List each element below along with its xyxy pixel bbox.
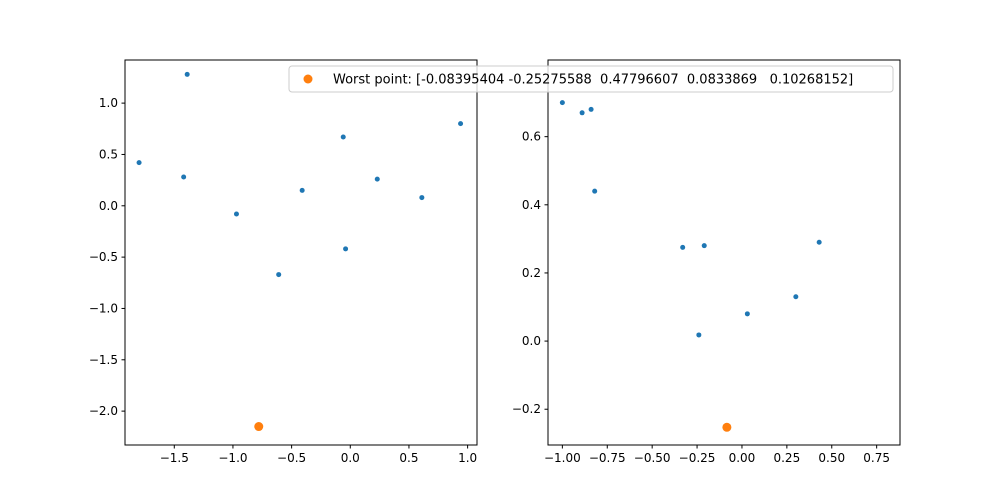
worst-point: [254, 422, 264, 432]
data-point: [579, 110, 585, 116]
x-tick-label: 0.75: [863, 451, 890, 465]
x-tick-label: −1.5: [160, 451, 189, 465]
data-point: [816, 239, 822, 245]
y-tick-label: 0.5: [99, 147, 118, 161]
data-point: [343, 246, 349, 252]
data-point: [276, 272, 282, 278]
y-tick-label: 0.0: [99, 199, 118, 213]
x-tick-label: −0.5: [277, 451, 306, 465]
x-tick-label: 0.0: [341, 451, 360, 465]
x-tick-label: 1.0: [458, 451, 477, 465]
y-tick-label: −0.5: [89, 250, 118, 264]
x-tick-label: −1.00: [544, 451, 581, 465]
legend-label-worst-point: Worst point: [-0.08395404 -0.25275588 0.…: [333, 73, 853, 88]
y-tick-label: 0.2: [522, 266, 541, 280]
data-point: [233, 211, 239, 217]
data-point: [680, 244, 686, 250]
axes-frame: [124, 59, 478, 446]
x-tick-label: −0.75: [589, 451, 626, 465]
worst-point: [722, 422, 732, 432]
data-point: [592, 188, 598, 194]
data-point: [419, 195, 425, 201]
y-tick-label: −1.5: [89, 353, 118, 367]
axes-frame: [547, 59, 901, 446]
legend-marker-worst-point: [303, 74, 313, 84]
left-subplot: −1.5 −1.0 −0.5 0.0 0.5 1.0 −2.0 −1.5 −1.0 −0.5 0.0…: [89, 59, 478, 465]
data-point: [299, 187, 305, 193]
data-point: [744, 311, 750, 317]
y-tick-label: 0.4: [522, 198, 541, 212]
y-tick-label: 0.0: [522, 334, 541, 348]
x-tick-label: −0.25: [679, 451, 716, 465]
x-tick-label: −1.0: [218, 451, 247, 465]
data-point: [184, 71, 190, 77]
x-tick-label: −0.50: [634, 451, 671, 465]
data-point: [374, 176, 380, 182]
y-tick-label: −0.2: [512, 402, 541, 416]
data-point: [136, 160, 142, 166]
legend-box: [288, 65, 894, 93]
y-tick-label: −2.0: [89, 404, 118, 418]
x-tick-label: 0.50: [818, 451, 845, 465]
y-tick-label: −1.0: [89, 301, 118, 315]
data-point: [340, 134, 346, 140]
data-point: [588, 106, 594, 112]
data-point: [181, 174, 187, 180]
data-point: [696, 332, 702, 338]
data-point: [701, 243, 707, 249]
x-tick-label: 0.00: [729, 451, 756, 465]
data-point: [458, 121, 464, 127]
y-tick-label: 1.0: [99, 96, 118, 110]
right-subplot: −1.00 −0.75 −0.50 −0.25 0.00 0.25 0.50 0.75 −0.2…: [512, 59, 901, 465]
data-point: [559, 100, 565, 106]
x-tick-label: 0.5: [399, 451, 418, 465]
x-tick-label: 0.25: [773, 451, 800, 465]
legend: Worst point: [-0.08395404 -0.25275588 0.…: [288, 65, 894, 93]
data-point: [793, 294, 799, 300]
y-tick-label: 0.6: [522, 130, 541, 144]
